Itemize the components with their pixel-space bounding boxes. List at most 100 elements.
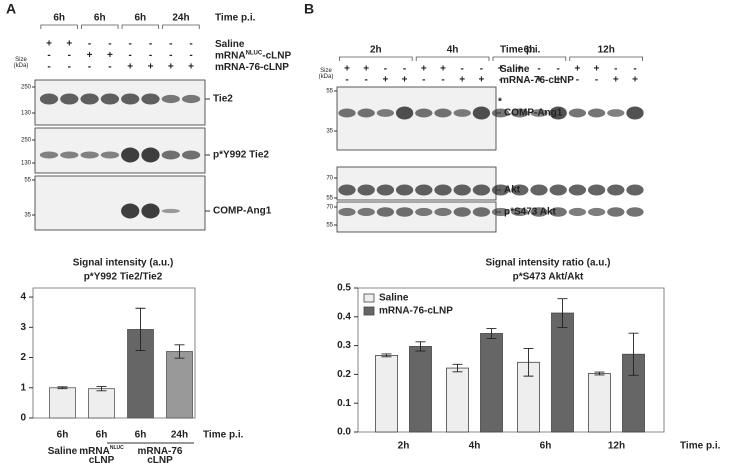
sign: + (382, 75, 388, 86)
timepoint: 6h (94, 13, 106, 24)
band (434, 184, 452, 196)
y-tick-label: 1 (20, 382, 26, 393)
band (141, 203, 160, 219)
band (395, 106, 414, 120)
band (60, 93, 79, 105)
band (587, 207, 606, 217)
sign: - (169, 39, 172, 50)
band (415, 207, 433, 217)
sign: + (613, 75, 619, 86)
label-part: mRNA-76-cLNP (500, 75, 574, 86)
sign: - (576, 75, 579, 86)
error-bar (486, 328, 497, 339)
y-tick-label: 0.1 (337, 398, 351, 409)
sign: - (595, 75, 598, 86)
sign: - (68, 50, 71, 61)
sign: + (402, 75, 408, 86)
blot (34, 79, 206, 126)
label-part: (kDa) (319, 74, 334, 80)
band (376, 184, 395, 196)
label: Size (kDa) (319, 68, 334, 80)
bracket (339, 56, 413, 61)
band (100, 151, 120, 159)
sign: - (537, 64, 540, 75)
band (141, 93, 160, 105)
band (472, 184, 491, 196)
sign: - (365, 75, 368, 86)
label: Size (kDa) (14, 57, 29, 69)
y-tick-label: 0.5 (337, 283, 351, 294)
bracket (492, 56, 567, 61)
band (39, 151, 59, 159)
bar (409, 346, 432, 433)
legend-label: Saline (379, 293, 409, 304)
x-axis-label: Time p.i. (203, 430, 244, 441)
label-part: mRNA (79, 446, 110, 457)
bracket (569, 56, 643, 61)
sign: - (47, 62, 50, 73)
marker: 35 (326, 129, 333, 135)
band (338, 184, 356, 196)
band (415, 108, 433, 118)
bracket (415, 56, 490, 61)
label-part: Size (15, 57, 27, 63)
sign: + (87, 50, 93, 61)
label-part: NLUC (246, 50, 263, 56)
bar (49, 387, 76, 419)
label: Saline (500, 64, 530, 75)
x-tick-label: 2h (398, 441, 410, 452)
band (472, 106, 491, 120)
y-tick-label: 0.4 (337, 311, 351, 322)
sign: - (499, 75, 502, 86)
bar (88, 388, 115, 419)
band (357, 108, 375, 118)
band (161, 94, 180, 104)
label: mRNA-76-cLNP (500, 75, 574, 86)
band (357, 184, 375, 196)
blot (34, 127, 206, 174)
error-bar (381, 353, 392, 358)
label-part: Saline (215, 39, 245, 50)
label: mRNANLUC-cLNP (215, 50, 291, 61)
band (39, 93, 59, 105)
band (549, 106, 567, 120)
sign: - (129, 39, 132, 50)
bar (166, 351, 193, 419)
band (395, 207, 414, 217)
label-part: mRNA-76-cLNP (215, 62, 289, 73)
blot (336, 201, 497, 233)
x-tick-label: 24h (171, 430, 188, 441)
label: mRNA-76 cLNP (137, 446, 182, 466)
band-label: COMP-Ang1 (213, 206, 272, 217)
label-part: cLNP (89, 455, 115, 466)
sign: + (344, 64, 350, 75)
band (60, 151, 79, 159)
band (453, 184, 471, 196)
y-tick-label: 0.3 (337, 340, 351, 351)
sign: + (632, 75, 638, 86)
sign: - (47, 50, 50, 61)
bracket (40, 24, 78, 29)
band (161, 208, 180, 214)
band (472, 207, 491, 217)
band-label: Akt (504, 185, 521, 196)
marker: 70 (326, 176, 333, 182)
sign: + (594, 64, 600, 75)
x-tick-label: 12h (608, 441, 625, 452)
band (376, 109, 395, 117)
marker: 55 (326, 89, 333, 95)
band (415, 184, 433, 196)
frame (357, 287, 665, 433)
chart-title: Signal intensity (a.u.) (73, 258, 174, 269)
sign: - (108, 62, 111, 73)
x-tick-label: 6h (57, 430, 69, 441)
error-bar (523, 348, 534, 377)
band (511, 207, 529, 217)
band (568, 108, 587, 118)
sign: - (88, 39, 91, 50)
band (376, 207, 395, 217)
band (549, 184, 567, 196)
x-axis-label: Time p.i. (680, 441, 721, 452)
timepoint: 6h (135, 13, 147, 24)
sign: - (129, 50, 132, 61)
